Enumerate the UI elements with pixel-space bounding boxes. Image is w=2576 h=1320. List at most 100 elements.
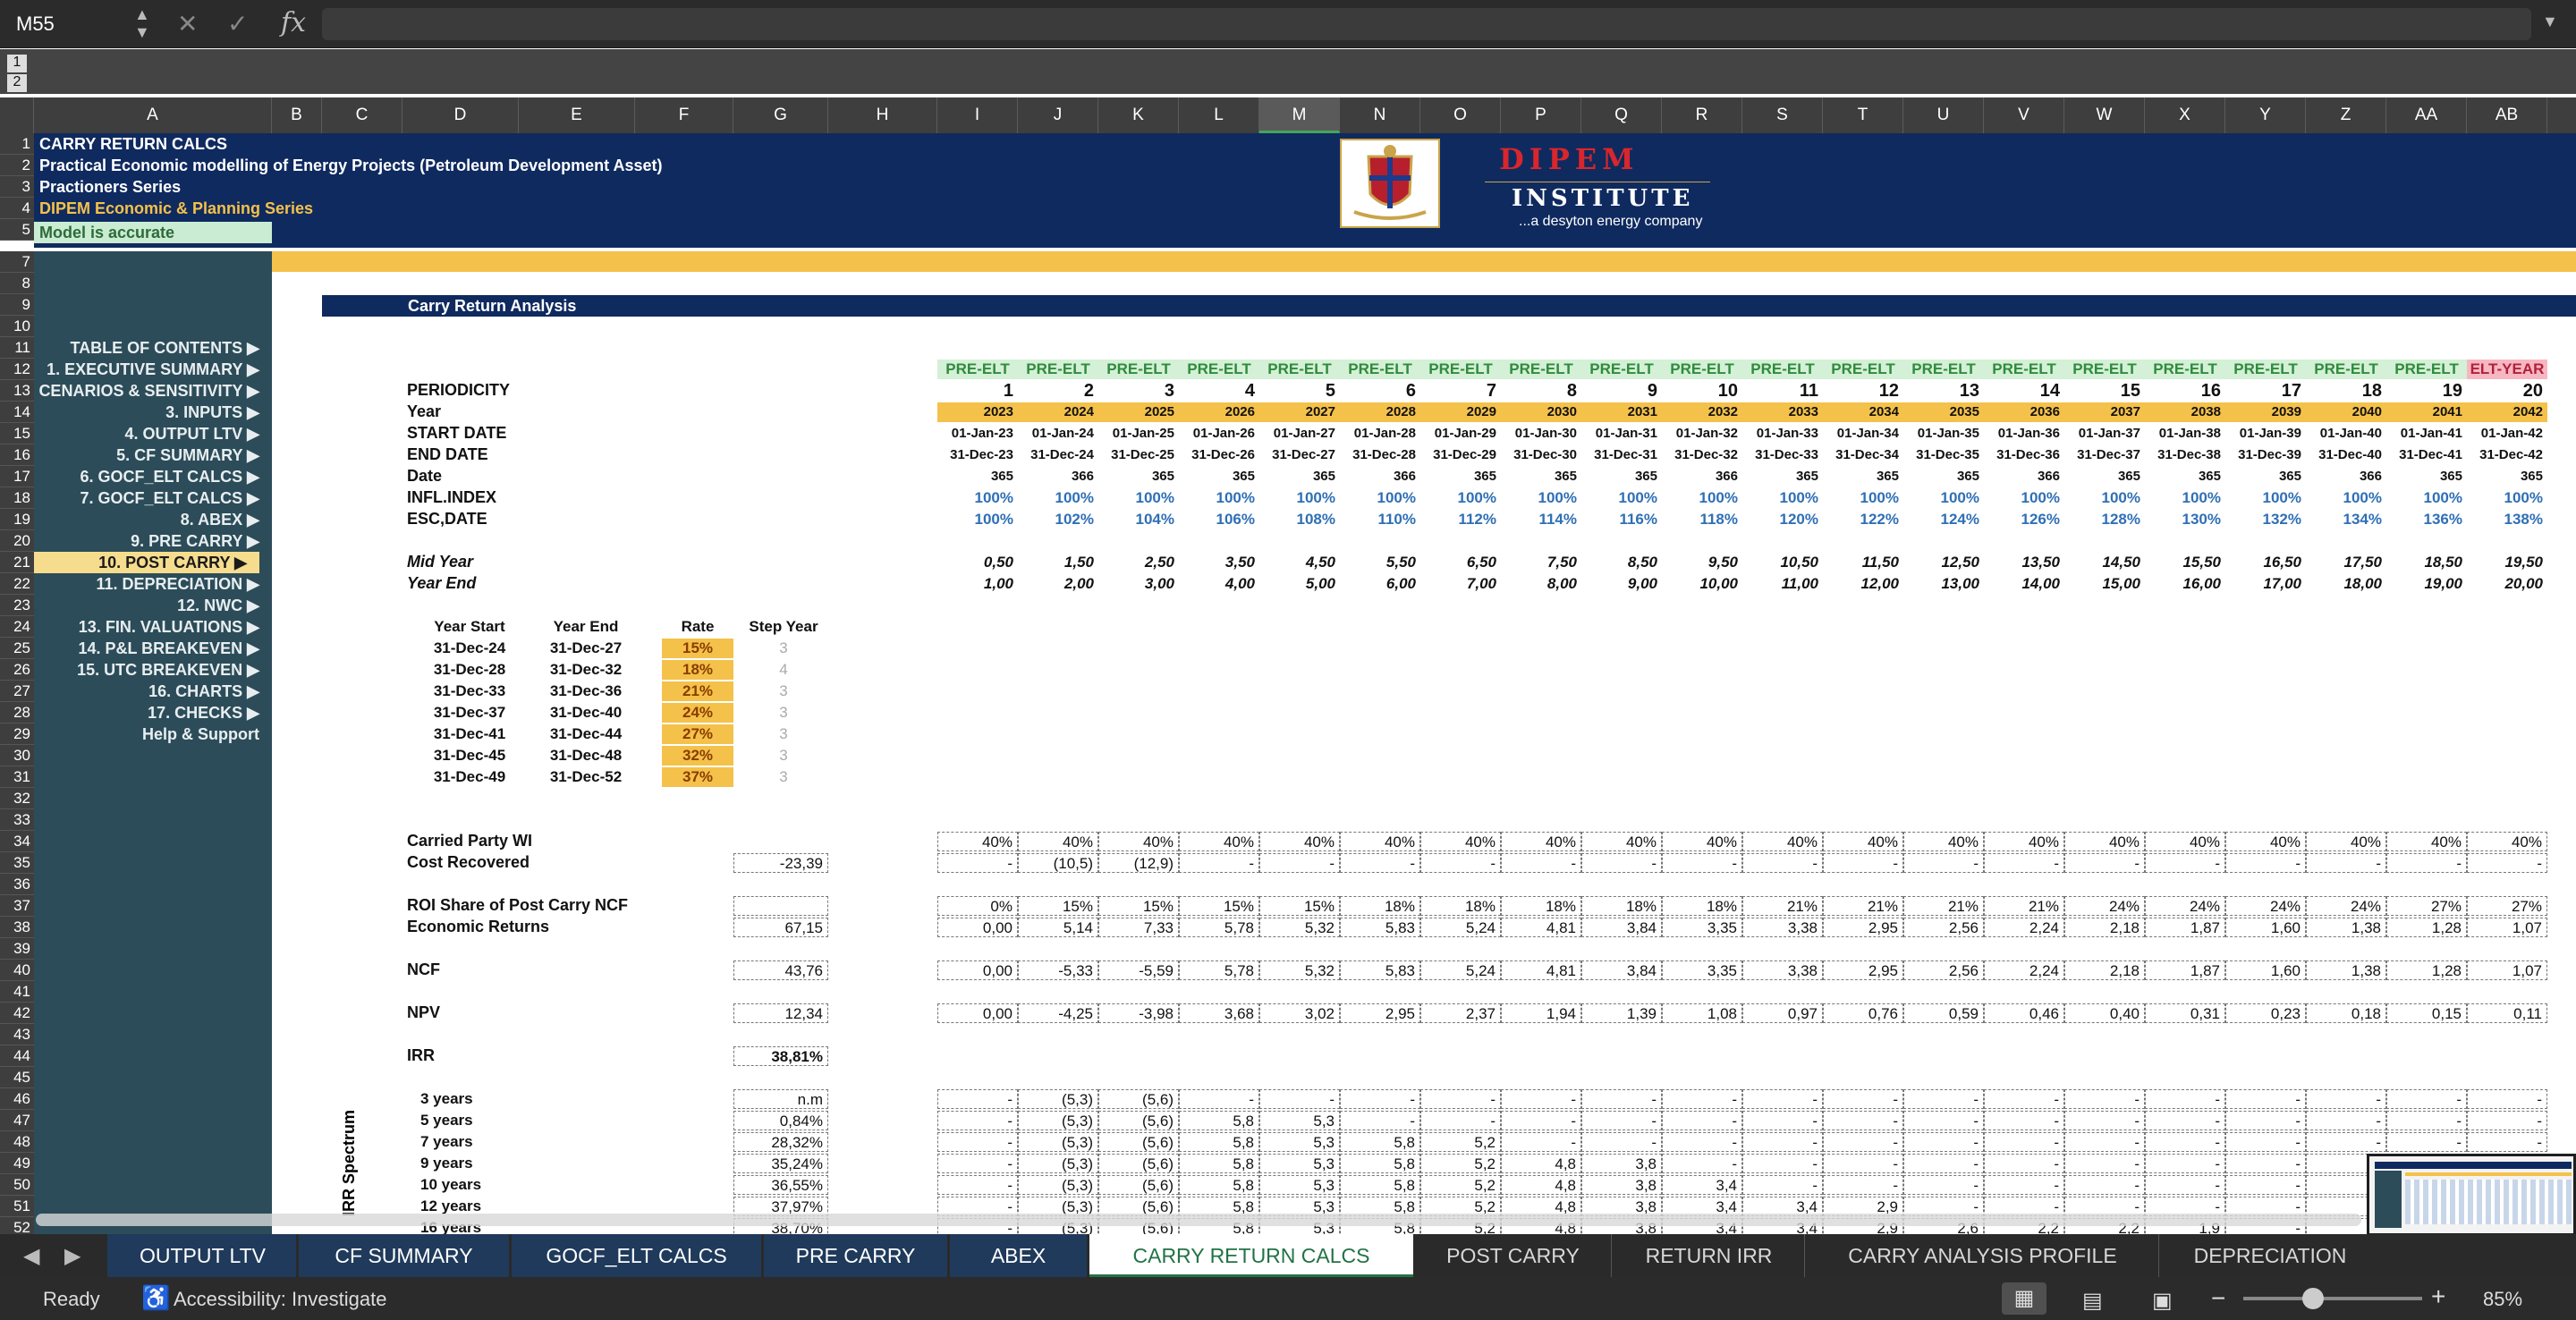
- toc-link[interactable]: 15. UTC BREAKEVEN ▶: [77, 661, 259, 679]
- zoom-slider[interactable]: [2243, 1297, 2422, 1300]
- spectrum-cell[interactable]: 3,4: [1662, 1175, 1742, 1195]
- spectrum-irr[interactable]: 35,24%: [733, 1154, 828, 1173]
- wi-cell[interactable]: 40%: [1501, 832, 1581, 851]
- cost-recovered-cell[interactable]: -: [1984, 853, 2064, 873]
- cost-recovered-cell[interactable]: (12,9): [1098, 853, 1179, 873]
- spectrum-cell[interactable]: 5,2: [1420, 1132, 1501, 1152]
- step-table-cell[interactable]: 32%: [662, 746, 733, 766]
- row-header[interactable]: 34: [0, 831, 34, 852]
- row-header[interactable]: 49: [0, 1153, 34, 1174]
- ncf-cell[interactable]: 0,00: [937, 960, 1018, 980]
- cost-recovered-cell[interactable]: -: [1823, 853, 1903, 873]
- wi-cell[interactable]: 40%: [2306, 832, 2386, 851]
- npv-cell[interactable]: 0,76: [1823, 1003, 1903, 1023]
- toc-link[interactable]: 10. POST CARRY ▶: [34, 552, 259, 573]
- group-level-2[interactable]: 2: [7, 74, 27, 92]
- cost-recovered-cell[interactable]: -: [1662, 853, 1742, 873]
- npv-cell[interactable]: 0,40: [2064, 1003, 2145, 1023]
- roi-share-cell[interactable]: 15%: [1018, 896, 1098, 916]
- row-header[interactable]: 29: [0, 723, 34, 745]
- expand-formula-icon[interactable]: ▼: [2542, 13, 2558, 30]
- row-header[interactable]: 8: [0, 273, 34, 294]
- economic-returns-cell[interactable]: 1,28: [2386, 918, 2467, 937]
- spectrum-cell[interactable]: (5,6): [1098, 1175, 1179, 1195]
- row-header[interactable]: 35: [0, 852, 34, 874]
- spectrum-cell[interactable]: -: [2064, 1111, 2145, 1130]
- cost-recovered-cell[interactable]: -: [2145, 853, 2225, 873]
- cancel-icon[interactable]: ✕: [177, 10, 199, 38]
- cost-recovered-cell[interactable]: -: [2467, 853, 2547, 873]
- roi-share-cell[interactable]: 18%: [1581, 896, 1662, 916]
- spectrum-cell[interactable]: -: [1984, 1154, 2064, 1173]
- horizontal-scrollbar[interactable]: [36, 1214, 2361, 1226]
- toc-link[interactable]: 12. NWC ▶: [177, 597, 259, 614]
- col-header-T[interactable]: T: [1823, 97, 1903, 133]
- ncf-cell[interactable]: 3,35: [1662, 960, 1742, 980]
- accessibility-icon[interactable]: ♿: [141, 1284, 171, 1311]
- npv-cell[interactable]: -4,25: [1018, 1003, 1098, 1023]
- spectrum-cell[interactable]: -: [1984, 1175, 2064, 1195]
- row-header[interactable]: 32: [0, 788, 34, 809]
- spectrum-cell[interactable]: 5,8: [1340, 1175, 1420, 1195]
- spectrum-cell[interactable]: (5,6): [1098, 1154, 1179, 1173]
- spectrum-cell[interactable]: -: [1501, 1111, 1581, 1130]
- step-table-cell[interactable]: 27%: [662, 724, 733, 744]
- economic-returns-cell[interactable]: 5,24: [1420, 918, 1501, 937]
- row-header[interactable]: 51: [0, 1196, 34, 1217]
- row-header[interactable]: 31: [0, 766, 34, 788]
- economic-returns-cell[interactable]: 5,14: [1018, 918, 1098, 937]
- spectrum-cell[interactable]: -: [1420, 1089, 1501, 1109]
- toc-link[interactable]: 4. OUTPUT LTV ▶: [124, 425, 259, 443]
- spectrum-cell[interactable]: 3,8: [1581, 1175, 1662, 1195]
- row-header[interactable]: 45: [0, 1067, 34, 1088]
- spectrum-cell[interactable]: (5,3): [1018, 1175, 1098, 1195]
- spectrum-cell[interactable]: -: [1581, 1132, 1662, 1152]
- economic-returns-cell[interactable]: 3,84: [1581, 918, 1662, 937]
- col-header-E[interactable]: E: [519, 97, 635, 133]
- spectrum-cell[interactable]: -: [2145, 1154, 2225, 1173]
- npv-cell[interactable]: 0,31: [2145, 1003, 2225, 1023]
- toc-link[interactable]: 16. CHARTS ▶: [148, 682, 259, 700]
- roi-share-cell[interactable]: 24%: [2306, 896, 2386, 916]
- zoom-slider-thumb[interactable]: [2302, 1288, 2324, 1309]
- step-table-cell[interactable]: 15%: [662, 639, 733, 658]
- ncf-cell[interactable]: 2,95: [1823, 960, 1903, 980]
- row-header[interactable]: 37: [0, 895, 34, 917]
- col-header-N[interactable]: N: [1340, 97, 1420, 133]
- col-header-AA[interactable]: AA: [2386, 97, 2467, 133]
- row-header[interactable]: 23: [0, 595, 34, 616]
- row-header[interactable]: 11: [0, 337, 34, 359]
- ncf-cell[interactable]: 4,81: [1501, 960, 1581, 980]
- total-irr[interactable]: 38,81%: [733, 1046, 828, 1066]
- toc-link[interactable]: 5. CF SUMMARY ▶: [116, 446, 259, 464]
- spectrum-cell[interactable]: -: [2386, 1132, 2467, 1152]
- name-box[interactable]: M55: [16, 13, 55, 35]
- spectrum-cell[interactable]: 5,8: [1179, 1154, 1259, 1173]
- roi-share-cell[interactable]: 18%: [1420, 896, 1501, 916]
- cost-recovered-cell[interactable]: -: [1179, 853, 1259, 873]
- npv-cell[interactable]: 1,08: [1662, 1003, 1742, 1023]
- row-header[interactable]: 26: [0, 659, 34, 681]
- spectrum-cell[interactable]: 5,2: [1420, 1175, 1501, 1195]
- cost-recovered-cell[interactable]: -: [1501, 853, 1581, 873]
- spectrum-cell[interactable]: 3,8: [1581, 1154, 1662, 1173]
- row-header[interactable]: 47: [0, 1110, 34, 1131]
- wi-cell[interactable]: 40%: [1179, 832, 1259, 851]
- step-table-cell[interactable]: 37%: [662, 767, 733, 787]
- col-header-U[interactable]: U: [1903, 97, 1984, 133]
- spectrum-cell[interactable]: -: [1984, 1132, 2064, 1152]
- roi-share-cell[interactable]: 18%: [1662, 896, 1742, 916]
- economic-returns-cell[interactable]: 5,83: [1340, 918, 1420, 937]
- cost-recovered-cell[interactable]: -: [937, 853, 1018, 873]
- spectrum-cell[interactable]: (5,3): [1018, 1132, 1098, 1152]
- ncf-cell[interactable]: 5,78: [1179, 960, 1259, 980]
- roi-share-cell[interactable]: 21%: [1903, 896, 1984, 916]
- row-header[interactable]: 12: [0, 359, 34, 380]
- row-header[interactable]: 30: [0, 745, 34, 766]
- spectrum-cell[interactable]: (5,3): [1018, 1111, 1098, 1130]
- wi-cell[interactable]: 40%: [1662, 832, 1742, 851]
- spectrum-cell[interactable]: 5,8: [1179, 1132, 1259, 1152]
- col-header-I[interactable]: I: [937, 97, 1018, 133]
- wi-cell[interactable]: 40%: [937, 832, 1018, 851]
- col-header-F[interactable]: F: [635, 97, 733, 133]
